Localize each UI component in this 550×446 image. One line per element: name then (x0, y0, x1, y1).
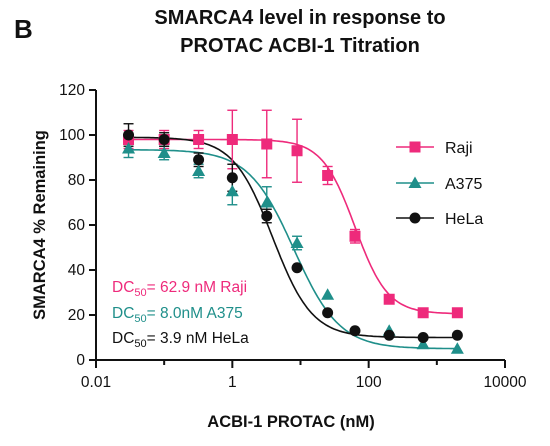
data-point-hela (158, 134, 170, 145)
dc50-subscript: 50 (134, 338, 146, 350)
legend-marker-a375 (408, 176, 422, 188)
data-point-hela (193, 154, 205, 166)
x-tick-label: 0.01 (81, 374, 111, 391)
dc50-value: = 62.9 nM Raji (147, 279, 247, 296)
x-axis-label: ACBI-1 PROTAC (nM) (207, 413, 374, 431)
data-point-raji (451, 307, 463, 319)
data-point-hela (322, 307, 334, 319)
data-point-hela (123, 129, 135, 141)
data-point-hela (417, 332, 429, 343)
data-point-raji (261, 138, 273, 150)
dc50-annotation: DC50= 3.9 nM HeLa (112, 330, 249, 350)
data-point-hela (451, 329, 463, 341)
dc50-prefix: DC (112, 305, 134, 322)
data-point-a375 (450, 342, 464, 354)
data-point-hela (226, 172, 238, 184)
x-tick-label: 100 (356, 374, 382, 391)
data-point-hela (349, 325, 361, 337)
axes: 0 20 40 60 80 100 120 0.01 1 100 10000 (59, 82, 527, 391)
data-point-raji (417, 307, 429, 319)
data-point-a375 (416, 337, 430, 350)
dc50-annotation: DC50= 62.9 nM Raji (112, 279, 247, 299)
data-point-hela (291, 262, 303, 274)
legend: Raji A375 HeLa (396, 140, 483, 228)
dc50-value: = 3.9 nM HeLa (147, 330, 249, 347)
chart-title-line-2: PROTAC ACBI-1 Titration (180, 35, 420, 57)
dc50-prefix: DC (112, 279, 134, 296)
y-tick-label: 40 (68, 262, 86, 279)
data-point-a375 (260, 196, 274, 208)
legend-label-hela: HeLa (445, 211, 483, 228)
panel-label: B (14, 14, 33, 44)
data-point-hela (261, 210, 273, 222)
fit-curve-hela (128, 136, 458, 339)
dc50-subscript: 50 (134, 287, 146, 299)
y-axis-label: SMARCA4 % Remaining (31, 130, 49, 320)
chart-title-line-1: SMARCA4 level in response to (154, 7, 445, 29)
data-point-a375 (122, 142, 136, 154)
dc50-prefix: DC (112, 330, 134, 347)
x-tick-label: 10000 (483, 374, 526, 391)
y-tick-label: 120 (59, 82, 85, 99)
data-point-a375 (321, 288, 335, 300)
y-tick-label: 20 (68, 307, 86, 324)
data-point-raji (193, 134, 205, 145)
data-point-raji (383, 293, 395, 305)
data-point-raji (226, 134, 238, 145)
data-point-raji (322, 170, 334, 181)
data-point-raji (349, 230, 361, 242)
data-point-a375 (192, 164, 206, 176)
data-point-a375 (157, 146, 171, 158)
legend-label-raji: Raji (445, 140, 473, 157)
x-tick-label: 1 (228, 374, 237, 391)
data-point-a375 (290, 236, 304, 248)
data-points (122, 129, 464, 354)
legend-marker-raji (409, 141, 421, 153)
dc50-subscript: 50 (134, 313, 146, 325)
legend-label-a375: A375 (445, 176, 482, 193)
legend-marker-hela (409, 212, 421, 224)
y-tick-label: 0 (76, 352, 85, 369)
data-point-a375 (225, 184, 239, 197)
dc50-annotation: DC50= 8.0nM A375 (112, 305, 243, 325)
data-point-hela (383, 329, 395, 341)
y-tick-label: 100 (59, 127, 85, 144)
data-point-raji (291, 145, 303, 157)
dc50-value: = 8.0nM A375 (147, 305, 243, 322)
y-tick-label: 60 (68, 217, 86, 234)
y-tick-label: 80 (68, 172, 86, 189)
